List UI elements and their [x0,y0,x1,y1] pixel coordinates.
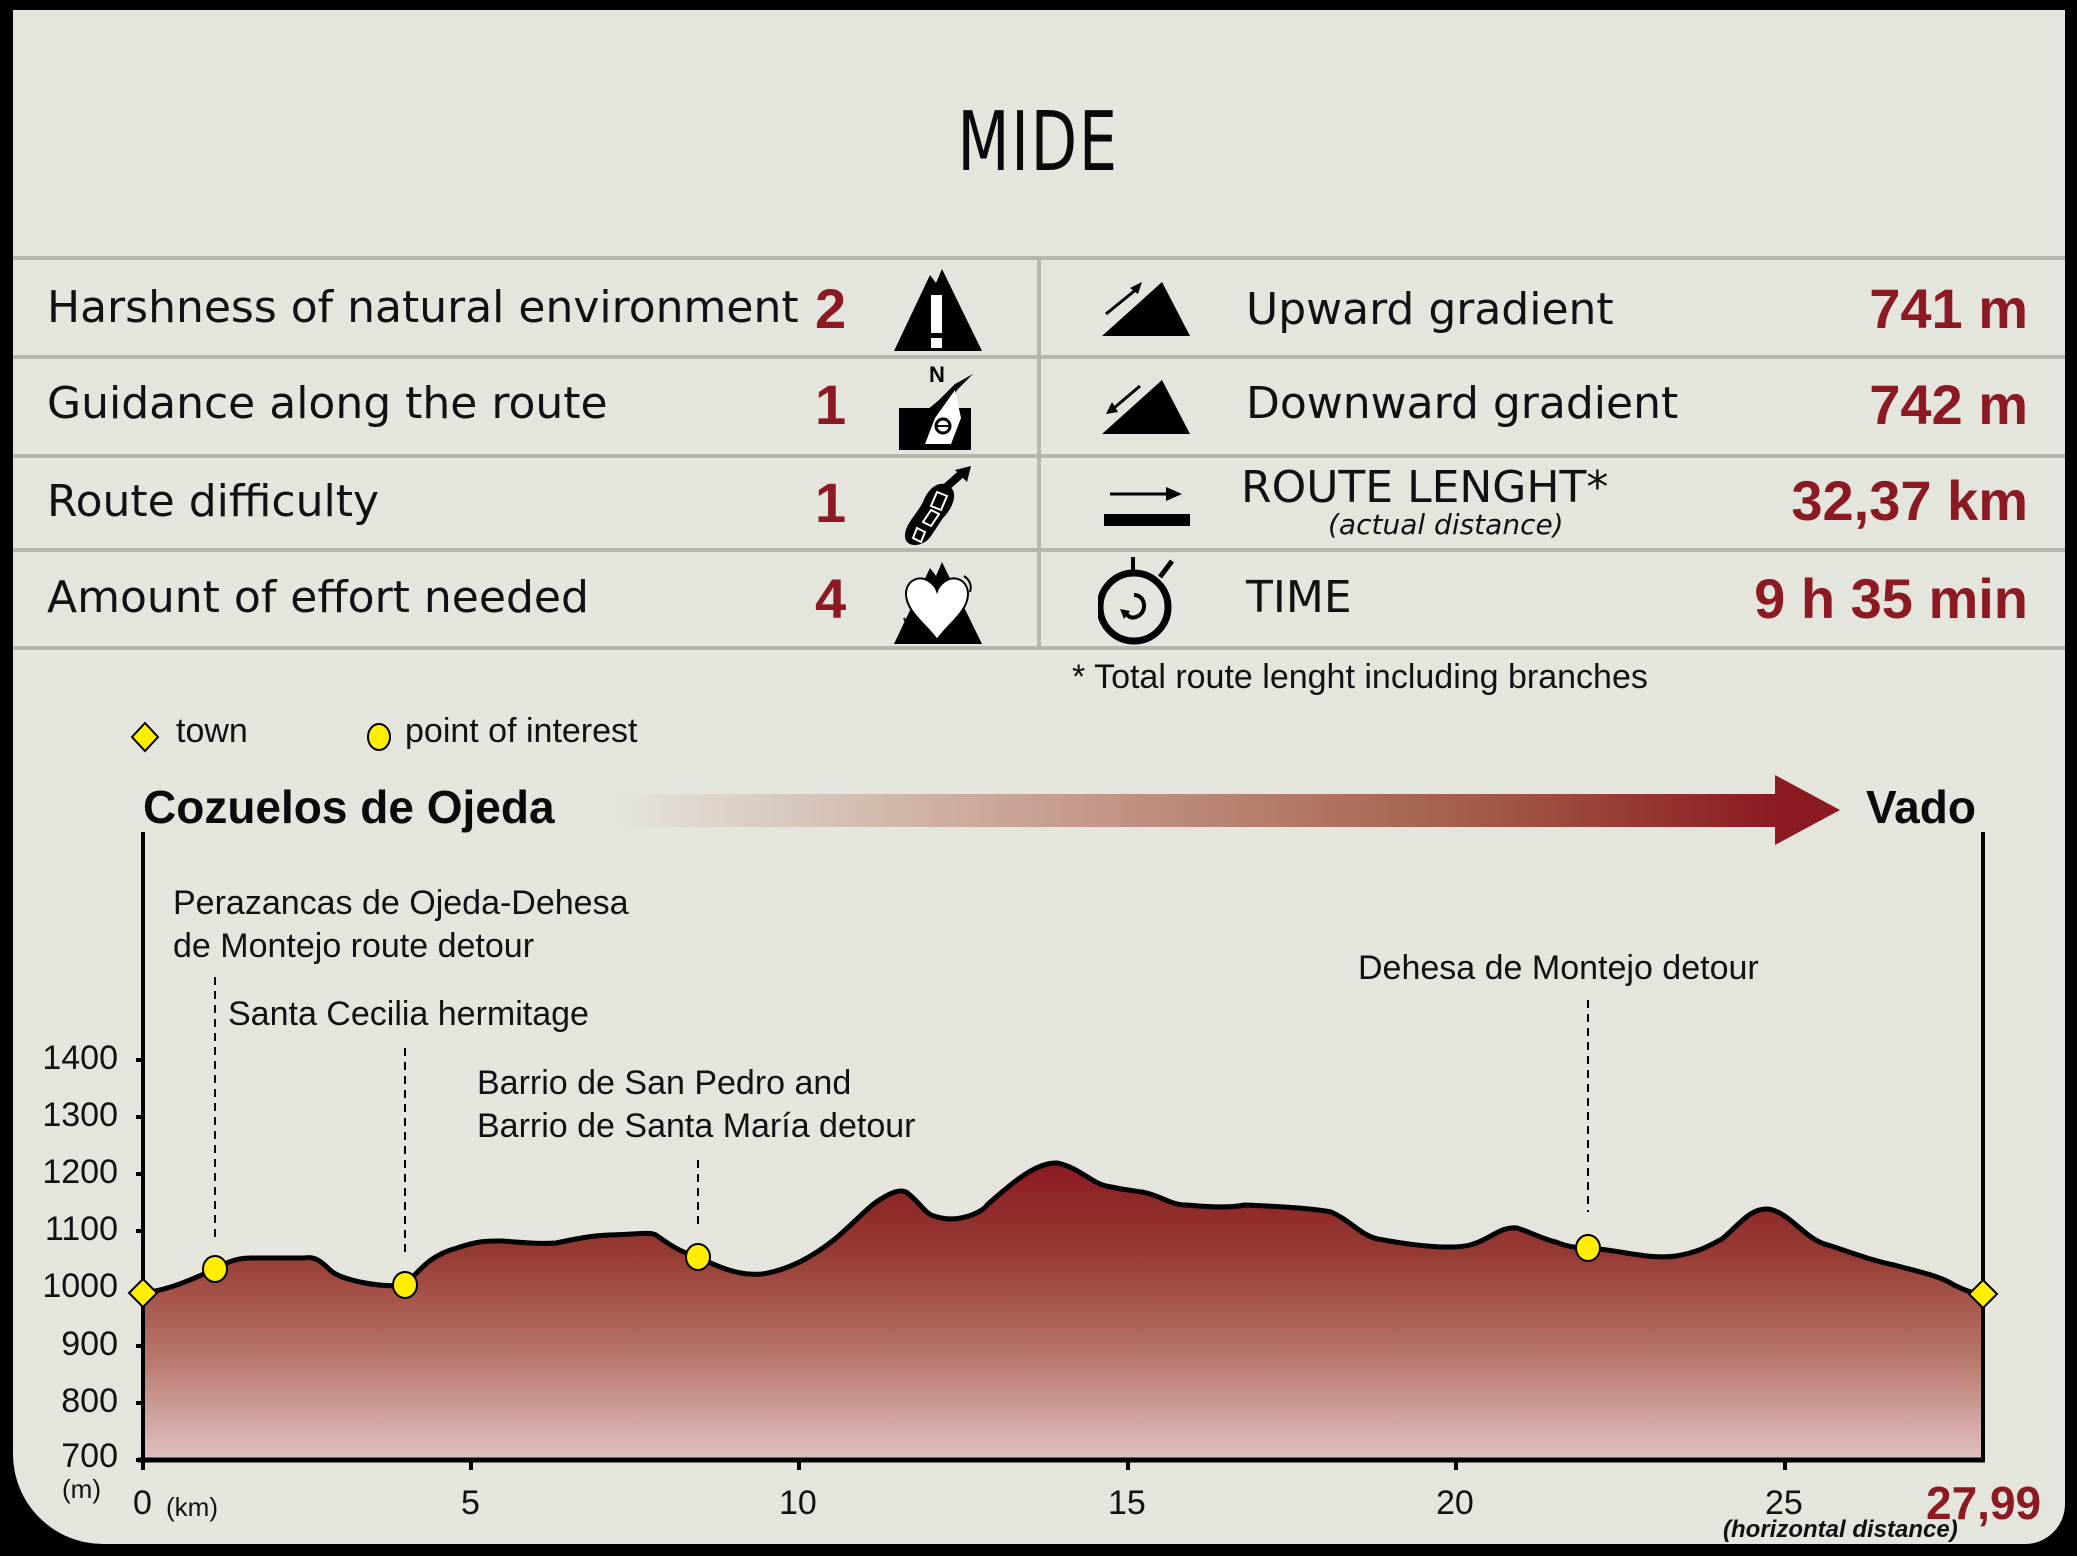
y-tick-label: 700 [61,1437,118,1475]
mide-value-route-length: 32,37 km [1791,469,2028,532]
table-column-divider [1037,258,1041,648]
mide-label-guidance: Guidance along the route [47,378,608,429]
y-axis-unit: (m) [62,1474,101,1504]
route-end-name: Vado [1866,781,1976,833]
y-tick-label: 1200 [42,1153,118,1191]
mide-value-difficulty: 1 [815,471,847,534]
mide-value-upward: 741 m [1869,277,2028,340]
mide-label-time: TIME [1246,572,1352,623]
y-tick-label: 1400 [42,1039,118,1077]
y-tick-label: 1100 [44,1210,118,1248]
x-tick-label: 5 [461,1484,480,1522]
footprint-icon [905,466,971,545]
page-title: MIDE [957,95,1119,190]
legend-town: town [176,712,248,750]
y-tick-label: 1300 [42,1096,118,1134]
town-diamond-icon [130,721,160,753]
mide-label-harshness: Harshness of natural environment [47,282,799,333]
downhill-arrow-icon [1102,380,1190,434]
mide-value-time: 9 h 35 min [1754,567,2028,630]
mide-panel [13,10,2065,1544]
y-tick-label: 1000 [42,1267,118,1305]
annotation-perazancas: Perazancas de Ojeda-Dehesa de Montejo ro… [173,884,629,965]
x-end-distance: 27,99 [1926,1477,2042,1529]
annotation-dehesa: Dehesa de Montejo detour [1358,949,1759,987]
x-tick-label: 10 [779,1484,817,1522]
mide-value-effort: 4 [815,567,847,630]
poi-circle-icon [367,723,391,751]
route-start-name: Cozuelos de Ojeda [143,781,555,833]
mide-label-route-length: ROUTE LENGHT* [1241,462,1609,513]
x-tick-label: 20 [1436,1484,1474,1522]
mide-label-effort: Amount of effort needed [47,572,589,623]
heart-mountain-icon [894,562,982,644]
mide-label-downward: Downward gradient [1246,378,1679,429]
route-length-footnote: * Total route lenght including branches [1072,658,1648,696]
mountain-warning-icon [894,269,982,351]
mide-sublabel-route-length: (actual distance) [1328,508,1564,541]
mide-label-upward: Upward gradient [1246,284,1614,335]
x-tick-label: 0 [133,1484,152,1522]
y-tick-label: 900 [61,1325,118,1363]
annotation-santa-cecilia: Santa Cecilia hermitage [228,995,589,1033]
x-tick-label: 15 [1108,1484,1146,1522]
uphill-arrow-icon [1102,282,1190,336]
compass-signpost-icon: N [899,362,973,450]
legend-point-of-interest: point of interest [405,712,638,750]
mide-label-difficulty: Route difficulty [47,476,379,527]
y-tick-label: 800 [61,1382,118,1420]
mide-value-harshness: 2 [815,277,847,340]
mide-value-downward: 742 m [1869,373,2028,436]
x-tick-label: 25 [1765,1484,1803,1522]
x-axis-unit: (km) [166,1492,218,1522]
stopwatch-icon [1098,557,1174,645]
horizontal-distance-note: (horizontal distance) [1723,1516,1958,1543]
mide-value-guidance: 1 [815,373,847,436]
table-divider [13,646,2065,650]
annotation-barrio: Barrio de San Pedro and Barrio de Santa … [477,1064,916,1145]
distance-arrow-icon [1104,487,1190,526]
svg-text:N: N [929,362,945,387]
